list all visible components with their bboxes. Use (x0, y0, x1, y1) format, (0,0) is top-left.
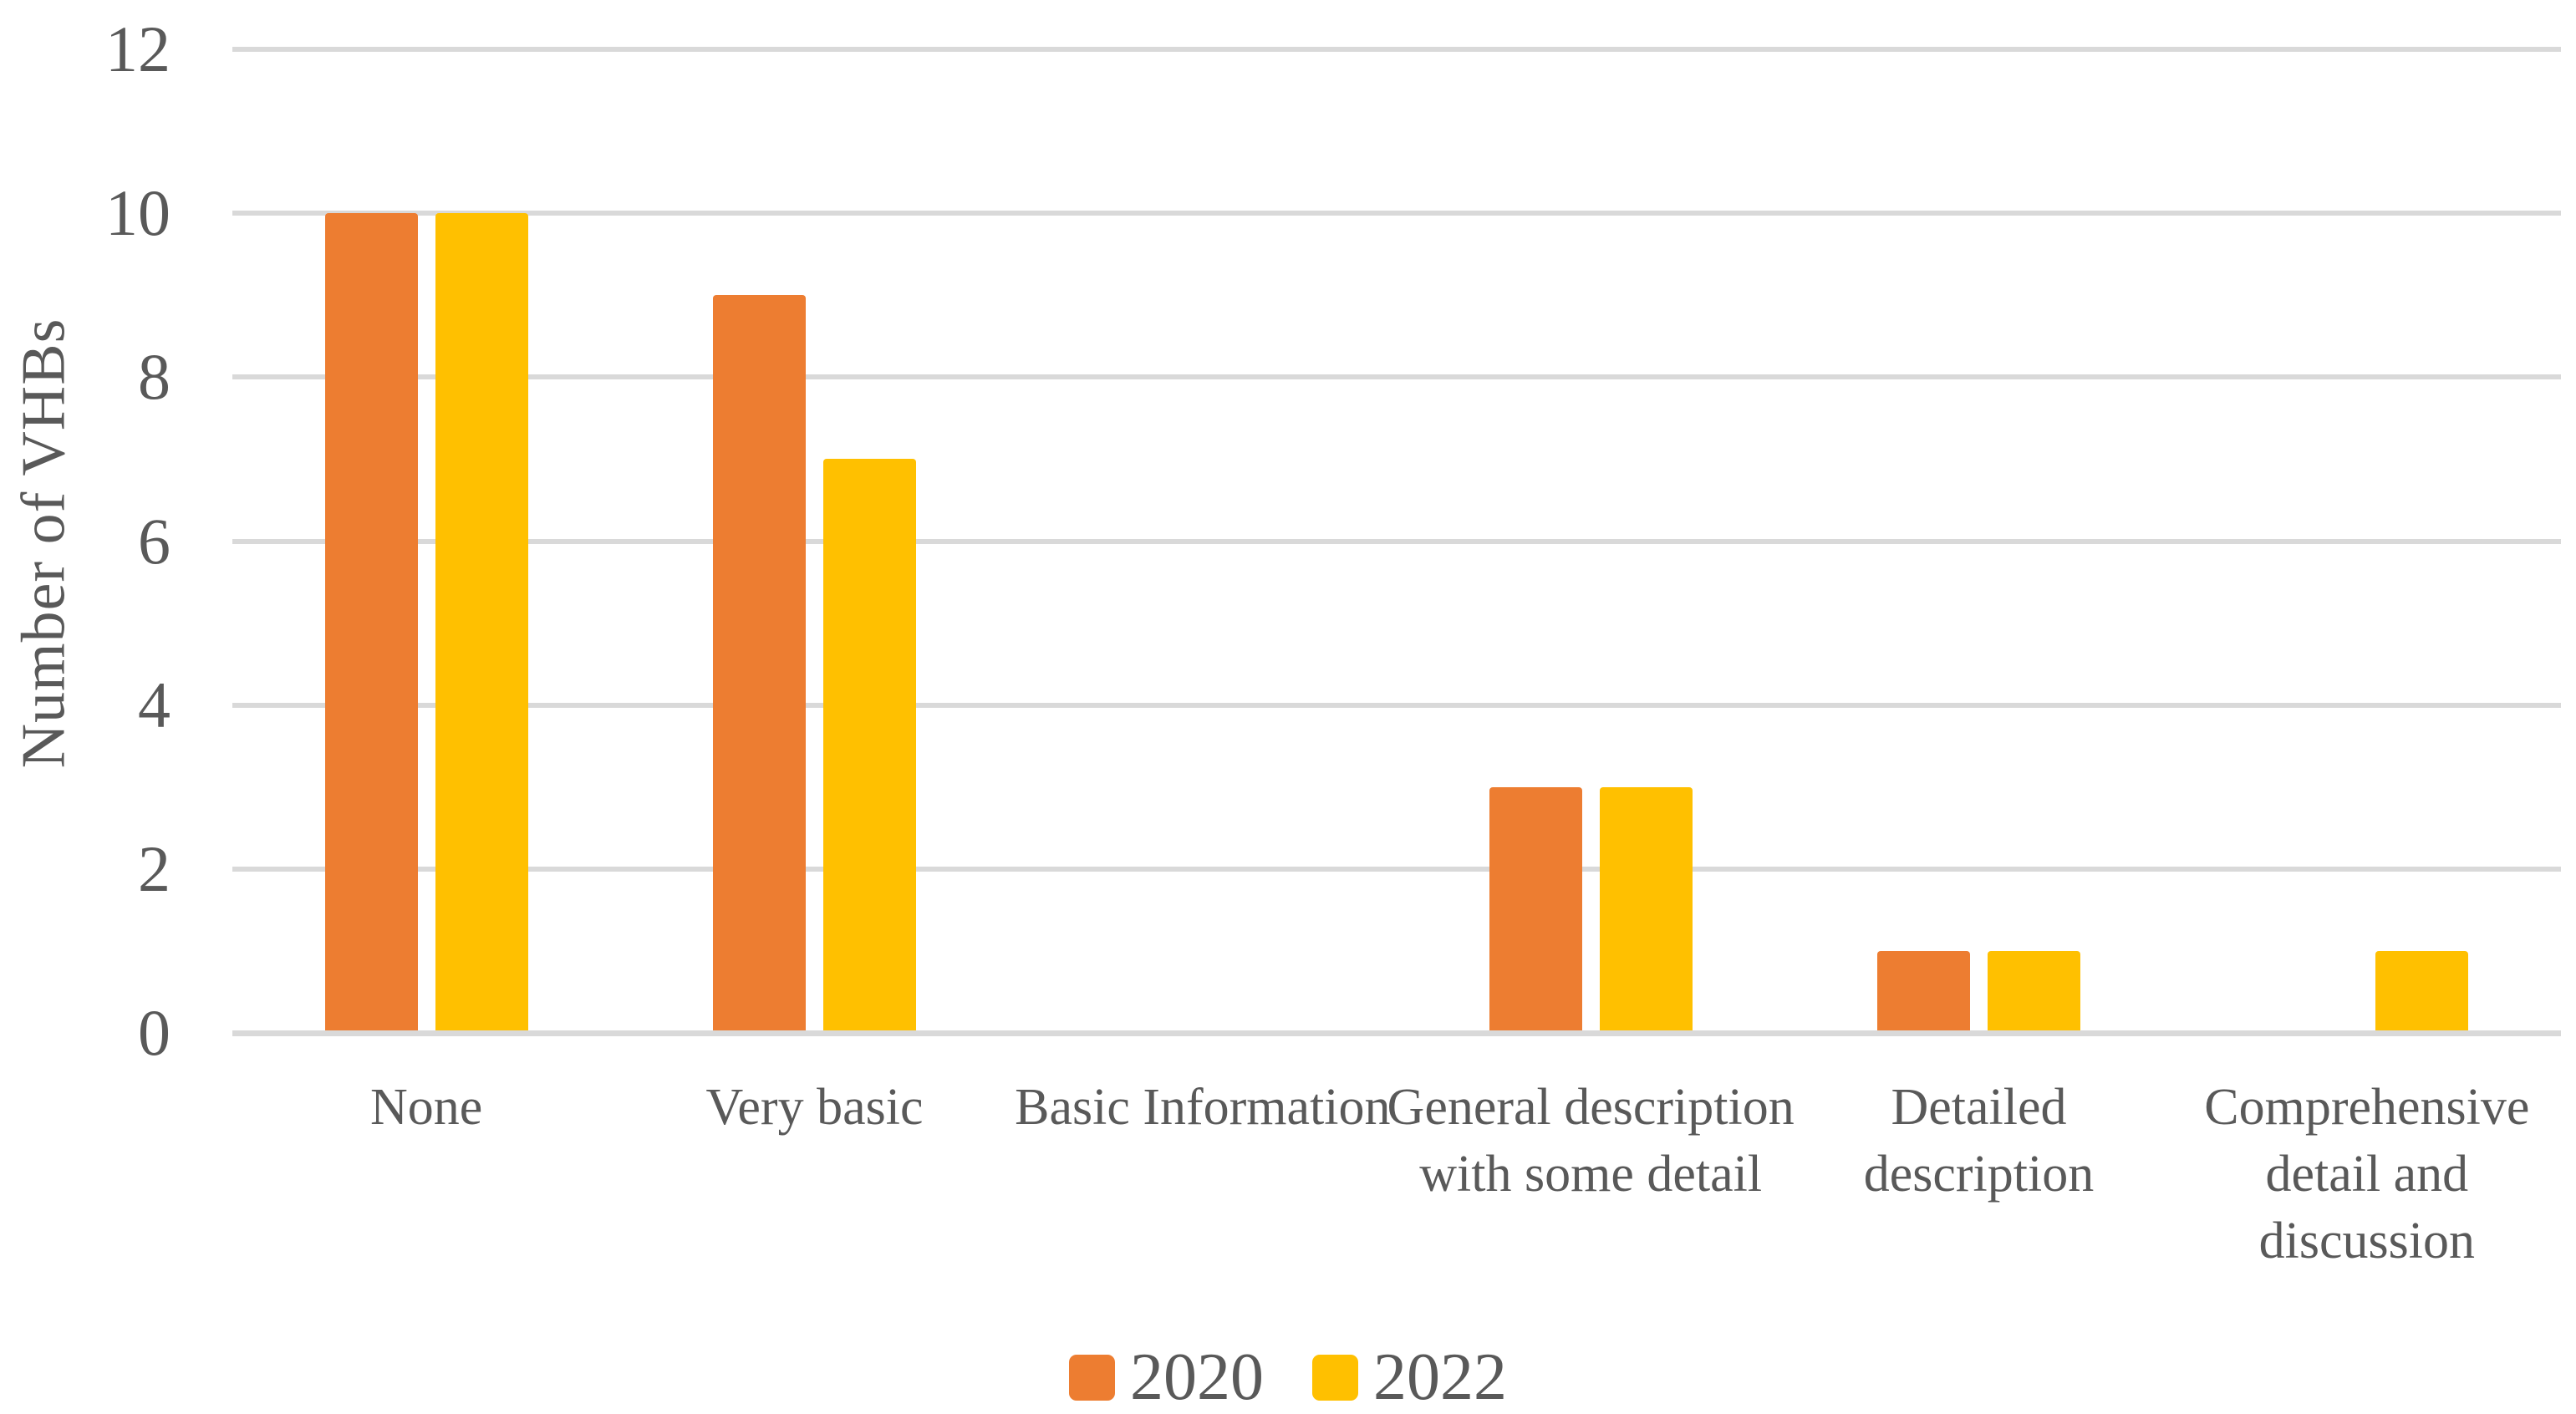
x-category-label-very-basic: Very basic (705, 1079, 924, 1136)
legend-swatch-2022 (1312, 1354, 1358, 1401)
x-category-label-none: None (370, 1079, 483, 1136)
bar-2020-none (324, 213, 418, 1030)
x-category-label-comprehensive-detail-and-discussion: Comprehensive detail and discussion (2204, 1079, 2530, 1269)
bar-2022-none (435, 213, 528, 1030)
y-tick-label-8: 8 (138, 340, 171, 414)
gridline-4 (232, 702, 2561, 708)
legend-label-2020: 2020 (1130, 1340, 1264, 1414)
legend: 2020 2022 (0, 1344, 2576, 1411)
x-category-label-detailed-description: Detailed description (1863, 1079, 2095, 1203)
gridline-8 (232, 374, 2561, 380)
plot-area (232, 47, 2561, 1036)
y-tick-label-6: 6 (138, 504, 171, 577)
gridline-12 (232, 47, 2561, 52)
bar-2022-very-basic (823, 459, 916, 1030)
bar-2022-comprehensive-detail-and-discussion (2375, 950, 2469, 1030)
gridline-10 (232, 211, 2561, 216)
legend-swatch-2020 (1069, 1354, 1115, 1401)
x-category-label-basic-information: Basic Information (1015, 1079, 1391, 1136)
bar-2020-detailed-description (1877, 950, 1970, 1030)
bar-2020-very-basic (713, 295, 806, 1030)
legend-label-2022: 2022 (1373, 1340, 1507, 1414)
y-tick-label-4: 4 (138, 668, 171, 741)
y-tick-labels: 0 2 4 6 8 10 12 (0, 0, 171, 1411)
y-tick-label-10: 10 (105, 176, 171, 250)
bar-2020-general-description-with-some-detail (1489, 786, 1582, 1030)
x-category-label-general-description-with-some-detail: General description with some detail (1387, 1079, 1795, 1203)
y-tick-label-12: 12 (105, 13, 171, 85)
legend-item-2020: 2020 (1069, 1344, 1264, 1411)
y-tick-label-0: 0 (138, 996, 171, 1069)
bar-2022-general-description-with-some-detail (1599, 786, 1693, 1030)
gridline-2 (232, 866, 2561, 872)
bar-2022-detailed-description (1988, 950, 2080, 1030)
x-axis-line (232, 1030, 2561, 1036)
gridline-6 (232, 538, 2561, 544)
legend-item-2022: 2022 (1312, 1344, 1507, 1411)
y-tick-label-2: 2 (138, 832, 171, 905)
